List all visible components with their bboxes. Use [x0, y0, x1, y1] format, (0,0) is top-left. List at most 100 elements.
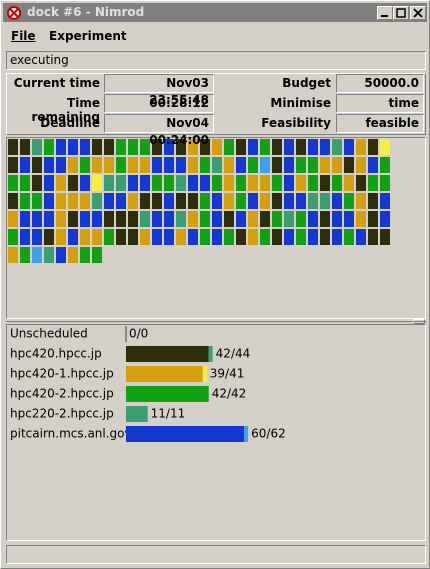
job-square: [332, 211, 342, 227]
job-square: [248, 193, 258, 209]
info-value: 50000.0: [336, 74, 424, 93]
job-square: [356, 229, 366, 245]
job-square: [20, 139, 30, 155]
info-panel: [6, 73, 426, 135]
job-square: [8, 193, 18, 209]
job-square: [344, 139, 354, 155]
job-square: [20, 211, 30, 227]
job-square: [212, 157, 222, 173]
job-square: [284, 193, 294, 209]
job-square: [80, 229, 90, 245]
job-square: [92, 193, 102, 209]
job-square: [92, 229, 102, 245]
job-square: [92, 157, 102, 173]
machine-name: hpc420-2.hpcc.jp: [10, 387, 114, 401]
job-square: [164, 175, 174, 191]
job-square: [32, 139, 42, 155]
job-square: [200, 193, 210, 209]
job-square: [248, 229, 258, 245]
done-bar: [126, 426, 245, 442]
job-square: [356, 193, 366, 209]
done-bar: [126, 386, 209, 402]
job-square: [188, 157, 198, 173]
minimize-button[interactable]: [377, 6, 393, 20]
job-square: [248, 211, 258, 227]
job-square: [152, 211, 162, 227]
job-square: [56, 229, 66, 245]
job-square: [344, 193, 354, 209]
info-value: feasible: [336, 114, 424, 133]
maximize-button[interactable]: [393, 6, 409, 20]
job-square: [236, 157, 246, 173]
job-square: [308, 139, 318, 155]
job-square: [212, 175, 222, 191]
done-bar: [126, 406, 148, 422]
close-button[interactable]: [410, 6, 426, 20]
job-square: [20, 193, 30, 209]
job-square: [8, 247, 18, 263]
job-square: [200, 157, 210, 173]
job-square: [68, 175, 78, 191]
job-square: [68, 139, 78, 155]
job-square: [188, 193, 198, 209]
job-square: [284, 157, 294, 173]
job-square: [320, 229, 330, 245]
job-square: [176, 229, 186, 245]
job-square: [188, 229, 198, 245]
info-value: 00:28:12: [104, 94, 214, 113]
info-value: Nov03 23:55:48: [104, 74, 214, 107]
job-square: [104, 139, 114, 155]
job-square: [104, 211, 114, 227]
job-square: [248, 139, 258, 155]
job-square: [272, 229, 282, 245]
job-square: [92, 247, 102, 263]
job-square: [44, 157, 54, 173]
info-value: Nov04 00:24:00: [104, 114, 214, 147]
menu-experiment[interactable]: Experiment: [49, 29, 127, 43]
job-square: [356, 157, 366, 173]
job-square: [284, 139, 294, 155]
job-square: [380, 175, 390, 191]
job-square: [368, 193, 378, 209]
progress-label: 42/44: [216, 347, 251, 361]
splitter: [6, 321, 426, 322]
machine-name: Unscheduled: [10, 327, 88, 341]
job-square: [332, 229, 342, 245]
job-square: [8, 139, 18, 155]
job-square: [8, 175, 18, 191]
job-square: [20, 157, 30, 173]
job-square: [308, 211, 318, 227]
job-square: [164, 211, 174, 227]
job-square: [80, 247, 90, 263]
job-square: [68, 247, 78, 263]
job-square: [116, 211, 126, 227]
job-square: [236, 139, 246, 155]
job-square: [116, 193, 126, 209]
job-square: [8, 229, 18, 245]
job-square: [128, 193, 138, 209]
job-square: [332, 157, 342, 173]
job-square: [284, 175, 294, 191]
job-square: [320, 139, 330, 155]
job-square: [116, 175, 126, 191]
bottom-status: [6, 545, 426, 564]
job-square: [368, 157, 378, 173]
job-square: [164, 229, 174, 245]
job-square: [224, 139, 234, 155]
info-label: Feasibility: [261, 116, 331, 130]
job-square: [296, 193, 306, 209]
job-square: [284, 229, 294, 245]
job-square: [296, 157, 306, 173]
job-square: [320, 193, 330, 209]
job-square: [44, 193, 54, 209]
job-square: [104, 193, 114, 209]
running-bar: [208, 346, 213, 362]
menu-file[interactable]: File: [11, 29, 36, 43]
job-square: [152, 193, 162, 209]
job-square: [128, 211, 138, 227]
job-square: [308, 193, 318, 209]
job-square: [44, 247, 54, 263]
job-square: [164, 193, 174, 209]
job-square: [212, 229, 222, 245]
